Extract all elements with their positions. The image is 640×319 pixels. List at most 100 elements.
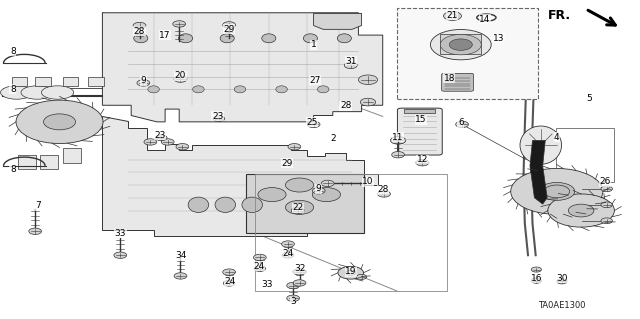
FancyBboxPatch shape [442,73,474,91]
Text: 4: 4 [554,133,559,142]
Circle shape [282,252,294,258]
Circle shape [291,207,304,214]
Ellipse shape [234,86,246,93]
Circle shape [258,188,286,202]
Text: 33: 33 [115,229,126,238]
Circle shape [321,180,334,187]
Polygon shape [102,13,383,122]
Circle shape [253,254,266,261]
Text: 33: 33 [262,280,273,289]
Circle shape [307,121,320,128]
Circle shape [29,228,42,234]
Circle shape [156,135,167,141]
Circle shape [449,39,472,50]
Text: 15: 15 [415,115,427,124]
Circle shape [539,182,575,200]
Circle shape [390,137,406,144]
Circle shape [378,191,390,197]
Text: 26: 26 [599,177,611,186]
Text: 24: 24 [225,277,236,286]
Ellipse shape [1,86,33,99]
Circle shape [114,252,127,258]
Circle shape [360,98,376,106]
Circle shape [173,21,186,27]
Polygon shape [12,77,27,86]
Ellipse shape [134,34,148,43]
Polygon shape [40,155,58,169]
Circle shape [416,160,429,166]
Circle shape [544,185,570,198]
Bar [404,109,435,113]
Text: 14: 14 [479,15,491,24]
Text: 9: 9 [316,184,321,193]
Circle shape [287,282,300,289]
Text: 17: 17 [159,31,171,40]
Circle shape [356,274,367,279]
Text: 8: 8 [10,85,15,94]
Circle shape [456,121,468,128]
Polygon shape [102,116,378,236]
Polygon shape [35,77,51,86]
Circle shape [133,22,146,29]
Ellipse shape [242,197,262,212]
Circle shape [511,168,603,214]
Circle shape [338,266,364,279]
Circle shape [601,186,612,192]
Text: 6: 6 [458,118,463,127]
Polygon shape [440,34,481,54]
Circle shape [16,100,103,144]
Circle shape [285,178,314,192]
Circle shape [293,269,306,275]
Ellipse shape [520,126,562,164]
Ellipse shape [276,86,287,93]
Circle shape [44,114,76,130]
Text: 34: 34 [175,251,186,260]
Text: 27: 27 [309,76,321,85]
Ellipse shape [188,197,209,212]
Polygon shape [88,77,104,86]
Text: 28: 28 [377,185,388,194]
Bar [255,174,447,291]
Text: 23: 23 [154,131,166,140]
Circle shape [213,116,225,122]
Circle shape [174,273,187,279]
Circle shape [137,80,150,86]
Circle shape [392,152,404,158]
Text: 32: 32 [294,264,305,273]
Circle shape [444,11,461,20]
Circle shape [161,139,174,145]
Ellipse shape [337,34,351,43]
Polygon shape [314,13,362,29]
Circle shape [223,269,236,275]
Text: FR.: FR. [548,9,571,22]
Circle shape [254,266,266,271]
Circle shape [531,278,541,283]
Circle shape [346,270,356,275]
Text: 16: 16 [531,274,542,283]
Text: 8: 8 [10,165,15,174]
Text: 1: 1 [311,40,316,49]
Text: 20: 20 [175,71,186,80]
Text: 11: 11 [392,133,404,142]
Circle shape [174,76,187,82]
Text: 7: 7 [36,201,41,210]
Text: 21: 21 [446,11,458,20]
Circle shape [568,204,594,217]
Circle shape [601,202,612,208]
Circle shape [344,62,357,69]
Ellipse shape [262,34,276,43]
Text: 23: 23 [212,112,223,121]
Text: 31: 31 [345,57,356,66]
Ellipse shape [317,86,329,93]
Text: 29: 29 [281,159,292,168]
Text: 24: 24 [282,249,294,258]
Circle shape [358,75,378,85]
Text: 8: 8 [10,47,15,56]
FancyBboxPatch shape [397,108,442,155]
Circle shape [601,218,612,224]
Bar [397,8,538,99]
Text: 30: 30 [556,274,568,283]
Text: 13: 13 [493,34,505,43]
Circle shape [548,194,614,227]
Circle shape [440,34,481,55]
